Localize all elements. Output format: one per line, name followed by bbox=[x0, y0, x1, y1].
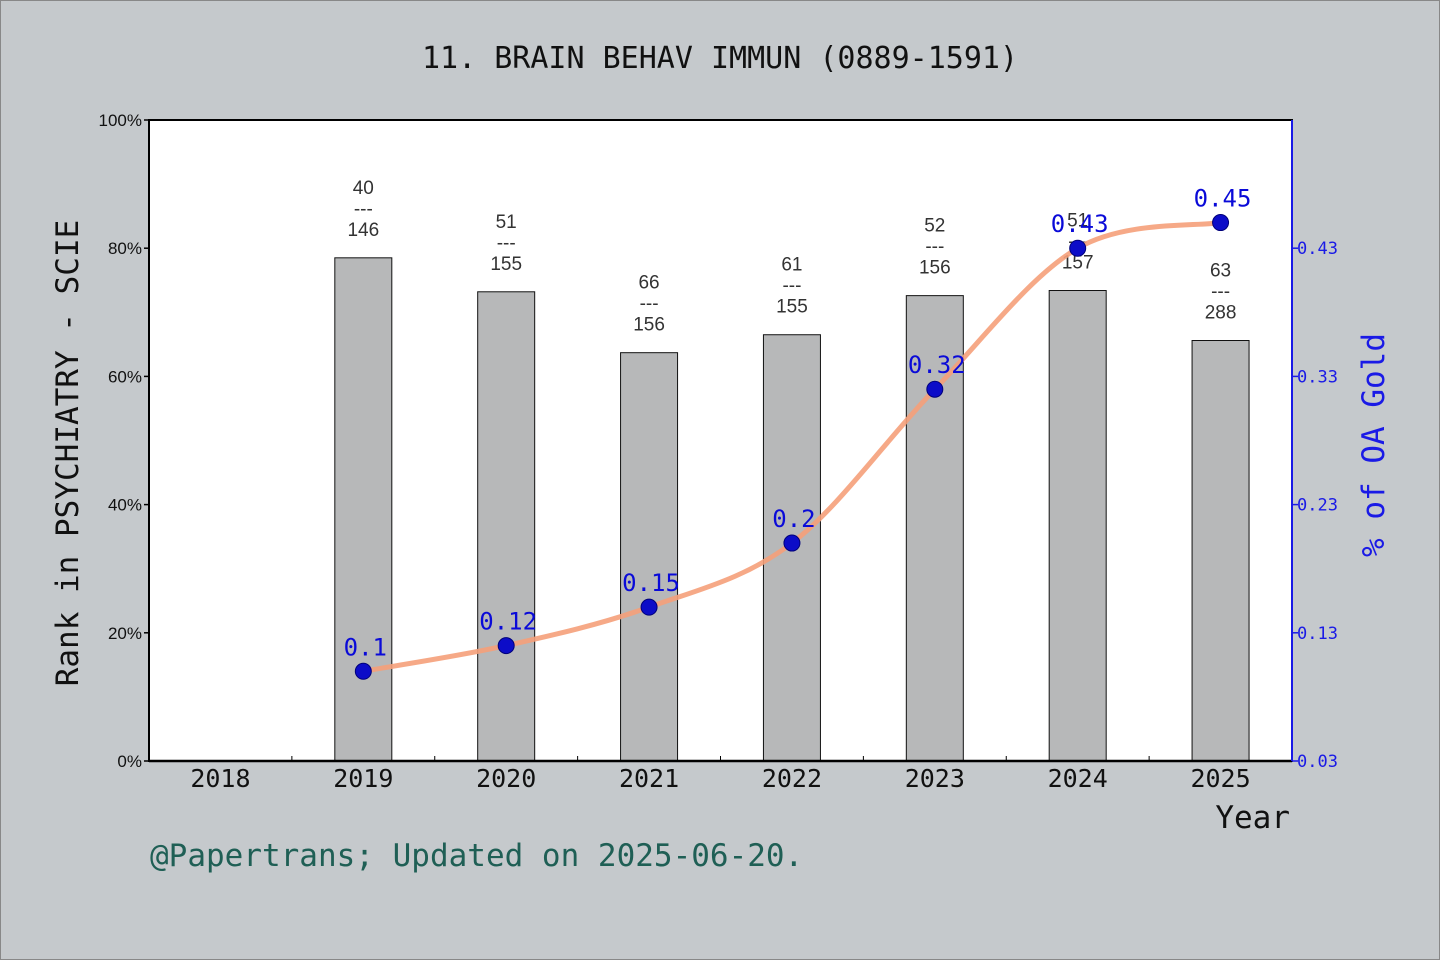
oa-gold-label-2021: 0.15 bbox=[622, 569, 680, 597]
bar-label-2022-1: --- bbox=[782, 276, 801, 297]
x-tick-label-2018: 2018 bbox=[190, 764, 250, 793]
y2-tick-label: 0.33 bbox=[1297, 367, 1338, 387]
oa-gold-point-2023 bbox=[926, 380, 944, 398]
chart-title: 11. BRAIN BEHAV IMMUN (0889-1591) bbox=[422, 41, 1018, 76]
bar-label-2023-0: 52 bbox=[924, 216, 945, 237]
line-group: 0.1 0.12 0.15 0.2 0.32 0.43 0.45 bbox=[344, 185, 1252, 680]
bar-label-2025-1: --- bbox=[1211, 282, 1230, 303]
y-tick-label: 40% bbox=[108, 496, 142, 515]
bar-2025 bbox=[1191, 340, 1250, 762]
y-axis-label: Rank in PSYCHIATRY - SCIE bbox=[50, 220, 86, 687]
x-tick-label-2024: 2024 bbox=[1048, 764, 1108, 793]
oa-gold-label-2023: 0.32 bbox=[908, 351, 966, 379]
bar-label-2019-0: 40 bbox=[353, 178, 374, 199]
y-tick-label: 20% bbox=[108, 624, 142, 643]
x-tick-label-2021: 2021 bbox=[619, 764, 679, 793]
bar-label-2021-1: --- bbox=[640, 294, 659, 315]
oa-gold-label-2020: 0.12 bbox=[479, 608, 537, 636]
bar-label-2025-2: 288 bbox=[1205, 303, 1237, 324]
y-tick-label: 0% bbox=[117, 752, 142, 771]
bar-2019 bbox=[334, 257, 393, 762]
bar-2023 bbox=[905, 295, 964, 762]
bar-label-2020-1: --- bbox=[497, 233, 516, 254]
oa-gold-label-2024: 0.43 bbox=[1051, 210, 1109, 238]
oa-gold-point-2022 bbox=[783, 534, 801, 552]
oa-gold-point-2019 bbox=[354, 662, 372, 680]
bar-label-2023-1: --- bbox=[925, 237, 944, 258]
bar-label-2020-2: 155 bbox=[490, 254, 522, 275]
x-tick-label-2022: 2022 bbox=[762, 764, 822, 793]
bar-label-2021-0: 66 bbox=[638, 273, 659, 294]
oa-gold-label-2025: 0.45 bbox=[1194, 185, 1252, 213]
y2-tick-label: 0.43 bbox=[1297, 239, 1338, 259]
bar-label-2023-2: 156 bbox=[919, 258, 951, 279]
bar-label-2022-2: 155 bbox=[776, 297, 808, 318]
oa-gold-point-2025 bbox=[1212, 214, 1230, 232]
x-axis-label: Year bbox=[1215, 800, 1290, 836]
bar-label-2024-2: 157 bbox=[1062, 253, 1094, 274]
oa-gold-label-2022: 0.2 bbox=[772, 505, 815, 533]
bar-label-2020-0: 51 bbox=[496, 212, 517, 233]
y-tick-label: 60% bbox=[108, 367, 142, 386]
footer-note: @Papertrans; Updated on 2025-06-20. bbox=[150, 838, 803, 874]
y2-tick-label: 0.13 bbox=[1297, 624, 1338, 644]
x-tick-label-2023: 2023 bbox=[905, 764, 965, 793]
bar-2021 bbox=[620, 352, 679, 762]
bars-group bbox=[334, 257, 1250, 762]
x-tick-label-2019: 2019 bbox=[333, 764, 393, 793]
y2-tick-label: 0.03 bbox=[1297, 752, 1338, 772]
bar-labels-group: 40---146 51---15566---15661---15552---156… bbox=[347, 178, 1236, 336]
axes-group: 0% 20% 40% 60% 80% 100% 0.03 0.13 0.23 0.33 0.43 20… bbox=[99, 111, 1338, 793]
bar-label-2019-1: --- bbox=[354, 199, 373, 220]
bar-label-2021-2: 156 bbox=[633, 315, 665, 336]
plot-area bbox=[149, 120, 1292, 761]
y-tick-label: 80% bbox=[108, 239, 142, 258]
bar-2020 bbox=[477, 291, 536, 762]
x-tick-label-2020: 2020 bbox=[476, 764, 536, 793]
x-tick-label-2025: 2025 bbox=[1190, 764, 1250, 793]
y-tick-label: 100% bbox=[99, 111, 142, 130]
oa-gold-label-2019: 0.1 bbox=[344, 633, 387, 661]
bar-label-2022-0: 61 bbox=[781, 255, 802, 276]
bar-label-2024-0: 51 bbox=[1067, 211, 1088, 232]
y2-tick-label: 0.23 bbox=[1297, 496, 1338, 516]
bar-2024 bbox=[1048, 290, 1107, 762]
oa-gold-point-2020 bbox=[497, 637, 515, 655]
y2-axis-label: % of OA Gold bbox=[1356, 333, 1392, 557]
oa-gold-point-2024 bbox=[1069, 239, 1087, 257]
bar-label-2019-2: 146 bbox=[347, 220, 379, 241]
oa-gold-point-2021 bbox=[640, 598, 658, 616]
bar-label-2025-0: 63 bbox=[1210, 261, 1231, 282]
